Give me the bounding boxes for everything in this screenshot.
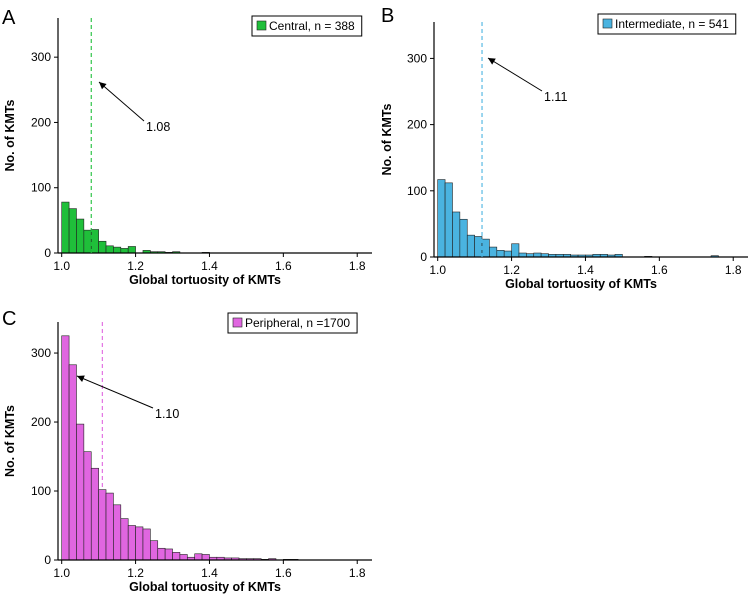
annotation-arrow (76, 375, 154, 409)
x-tick-label: 1.4 (201, 566, 218, 580)
legend-swatch (602, 18, 613, 29)
panel-b: 0 100 200 300 1.0 1.2 1.4 1.6 1.8 Global tortuosi… (380, 5, 748, 291)
legend-box (597, 13, 737, 35)
annotation-arrowhead (99, 82, 107, 90)
histogram-bar (98, 240, 107, 254)
histogram-bar (503, 250, 512, 258)
panel-letter: C (2, 308, 16, 330)
panel-a: 0 100 200 300 1.0 1.2 1.4 1.6 1.8 Global tortuosi… (2, 7, 372, 287)
histogram-bar (120, 248, 129, 254)
y-tick-label: 0 (44, 246, 51, 260)
x-tick-label: 1.2 (127, 566, 144, 580)
histogram-bar (76, 218, 85, 254)
histogram-bar (164, 548, 173, 561)
y-tick-label: 200 (31, 115, 51, 129)
x-tick-label: 1.6 (275, 566, 292, 580)
y-tick-label: 100 (31, 181, 51, 195)
histogram-bar (459, 218, 468, 258)
x-tick-label: 1.8 (725, 263, 742, 277)
y-axis-title: No. of KMTs (380, 103, 394, 175)
histogram-bar (142, 528, 151, 561)
histogram-bar (452, 211, 461, 258)
histogram-bar (90, 467, 99, 561)
x-axis-title: Global tortuosity of KMTs (129, 580, 281, 594)
y-tick-label: 300 (31, 346, 51, 360)
x-tick-label: 1.2 (127, 259, 144, 273)
y-axis-title: No. of KMTs (3, 99, 17, 171)
histogram-bar (511, 243, 520, 258)
histogram-bar (474, 236, 483, 258)
panel-c: 0 100 200 300 1.0 1.2 1.4 1.6 1.8 Global tortuosi… (2, 308, 372, 594)
panel-letter: B (381, 5, 394, 27)
histogram-bar (61, 201, 70, 254)
histogram-bar (172, 552, 181, 561)
y-tick-label: 100 (407, 184, 427, 198)
histogram-bar (194, 553, 203, 561)
x-tick-label: 1.8 (349, 566, 366, 580)
histogram-bar (113, 504, 122, 561)
histogram-bar (105, 492, 114, 561)
histogram-bar (83, 229, 92, 254)
histogram-bar (179, 554, 188, 561)
mean-value-label: 1.08 (146, 120, 170, 134)
histogram-bar (150, 540, 159, 561)
mean-value-label: 1.11 (544, 90, 567, 104)
y-tick-label: 300 (31, 50, 51, 64)
histogram-bar (83, 451, 92, 561)
histogram-bar (68, 208, 77, 254)
annotation-arrowhead (77, 375, 85, 382)
y-tick-label: 300 (407, 51, 427, 65)
legend-label: Intermediate, n = 541 (615, 17, 729, 31)
y-tick-label: 100 (31, 484, 51, 498)
histogram-bar (120, 518, 129, 561)
histogram-bar (105, 245, 114, 254)
histogram-bar (481, 238, 490, 258)
x-tick-label: 1.2 (503, 263, 520, 277)
annotation-arrow (487, 57, 543, 92)
histogram-bar (157, 547, 166, 561)
legend-label: Central, n = 388 (269, 19, 355, 33)
histogram-bar (444, 182, 453, 258)
x-tick-label: 1.6 (275, 259, 292, 273)
x-tick-label: 1.4 (201, 259, 218, 273)
y-tick-label: 200 (31, 415, 51, 429)
legend-swatch (256, 20, 267, 31)
legend-box (227, 312, 358, 334)
x-tick-label: 1.8 (349, 259, 366, 273)
histogram-bar (61, 335, 70, 561)
y-tick-label: 0 (420, 250, 427, 264)
histogram-bar (127, 246, 136, 254)
histogram-bar (68, 364, 77, 561)
histogram-bar (135, 526, 144, 561)
histogram-bar (201, 554, 210, 561)
annotation-arrow (98, 81, 145, 122)
panel-letter: A (2, 7, 16, 29)
histogram-bar (113, 246, 122, 254)
histogram-bar (489, 246, 498, 258)
mean-value-label: 1.10 (155, 407, 179, 421)
x-tick-label: 1.0 (53, 566, 70, 580)
legend-label: Peripheral, n =1700 (245, 316, 350, 330)
x-tick-label: 1.0 (53, 259, 70, 273)
histogram-bar (437, 179, 446, 258)
histogram-bar (90, 229, 99, 254)
legend-box (251, 15, 363, 37)
histogram-bar (127, 525, 136, 561)
x-tick-label: 1.0 (429, 263, 446, 277)
x-tick-label: 1.6 (651, 263, 668, 277)
histogram-bar (466, 234, 475, 258)
y-axis-title: No. of KMTs (3, 405, 17, 477)
y-tick-label: 0 (44, 553, 51, 567)
legend-swatch (232, 317, 243, 328)
x-axis-title: Global tortuosity of KMTs (505, 277, 657, 291)
y-tick-label: 200 (407, 118, 427, 132)
histogram-bar (76, 423, 85, 561)
x-tick-label: 1.4 (577, 263, 594, 277)
annotation-arrowhead (488, 58, 496, 65)
histogram-bar (496, 250, 505, 258)
x-axis-title: Global tortuosity of KMTs (129, 273, 281, 287)
